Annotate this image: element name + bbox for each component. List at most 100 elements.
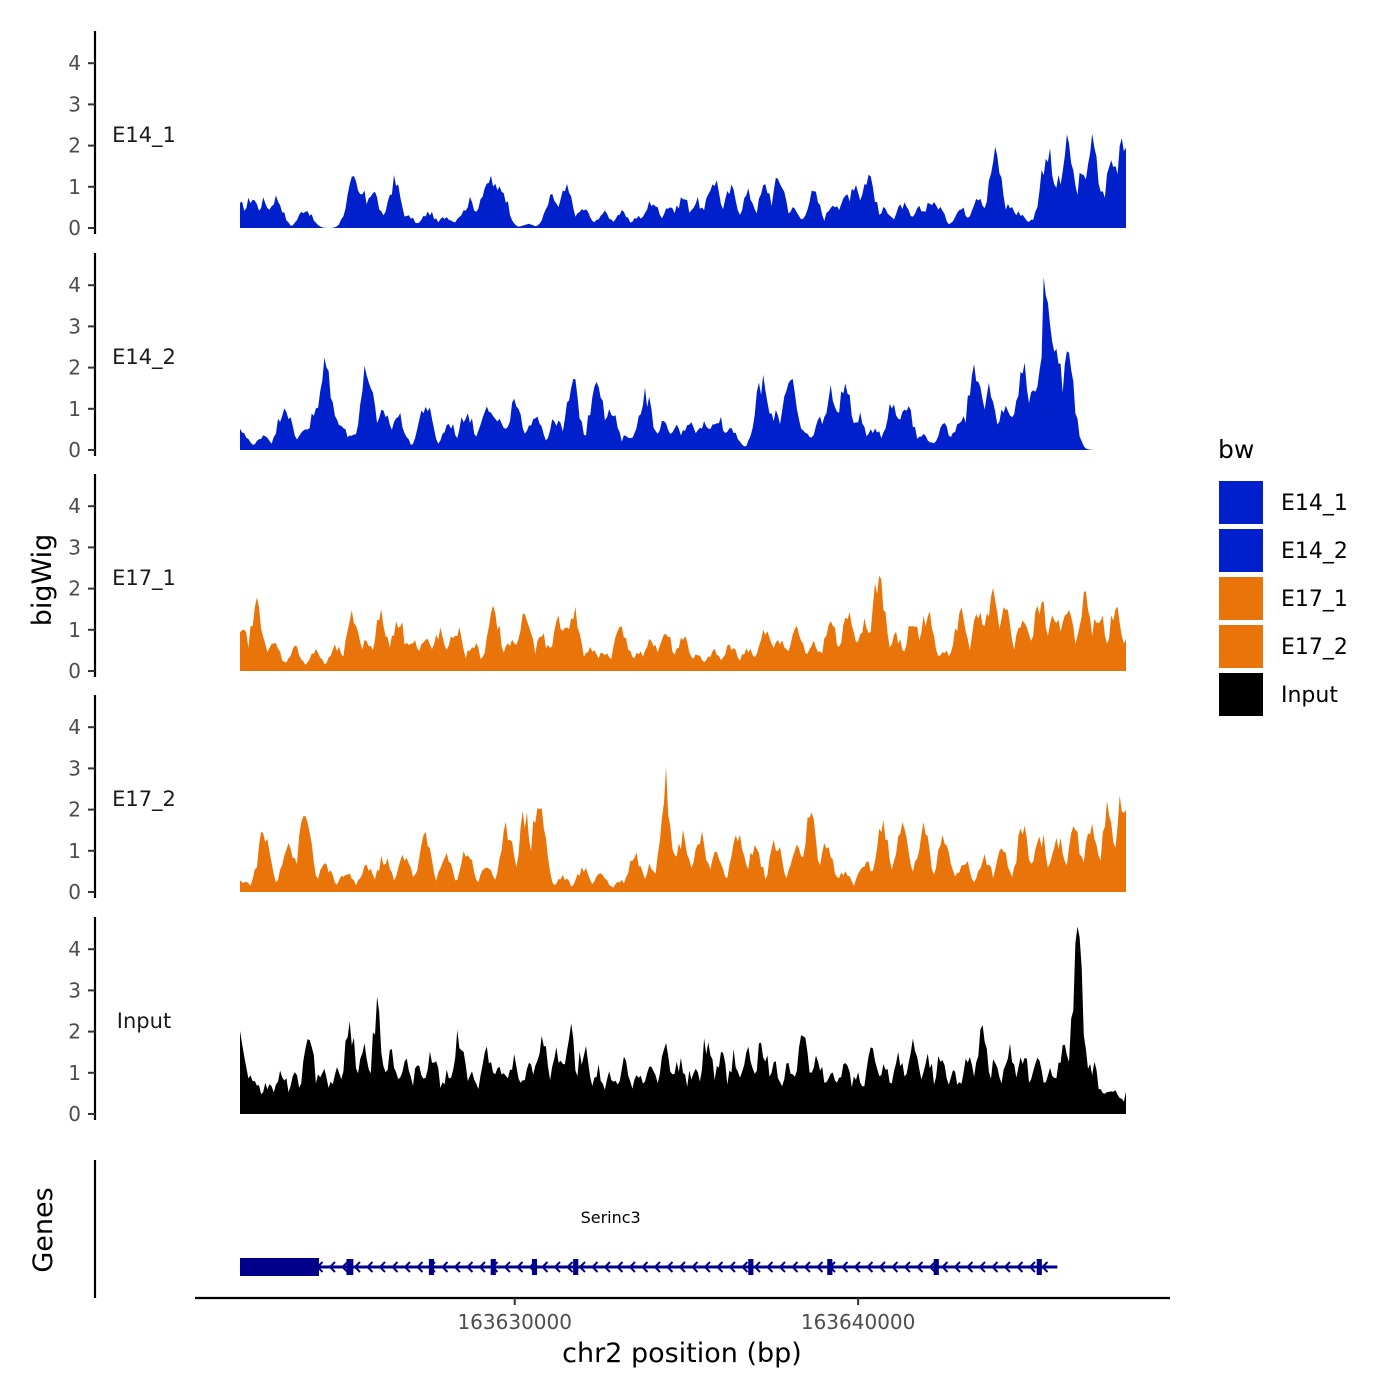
strand-arrow <box>378 1261 386 1273</box>
strand-arrow <box>953 1261 961 1273</box>
legend-label: E14_1 <box>1281 491 1348 516</box>
strand-arrow <box>416 1261 424 1273</box>
strand-arrow <box>541 1261 549 1273</box>
exon <box>827 1259 833 1275</box>
legend-entry: E14_2 <box>1219 529 1348 572</box>
exon <box>748 1259 754 1275</box>
y-tick-label: 1 <box>68 397 81 421</box>
y-tick-label: 0 <box>68 659 81 683</box>
strand-arrow <box>453 1261 461 1273</box>
track-label: Input <box>117 1009 171 1033</box>
strand-arrow <box>353 1261 361 1273</box>
track-label: E17_1 <box>112 566 176 591</box>
strand-arrow <box>916 1261 924 1273</box>
strand-arrow <box>578 1261 586 1273</box>
strand-arrow <box>891 1261 899 1273</box>
y-tick-label: 4 <box>68 273 81 297</box>
bigwig-tracks: 0 1 2 3 4 E14_1 0 1 2 3 4 E14_2 0 1 2 3 4 E17_1 0 1 2 3 4 E17_2… <box>68 31 1126 1126</box>
strand-arrow <box>966 1261 974 1273</box>
exon <box>531 1259 538 1275</box>
y-tick-label: 1 <box>68 175 81 199</box>
strand-arrow <box>728 1261 736 1273</box>
legend-label: E17_1 <box>1281 587 1348 612</box>
strand-arrow <box>503 1261 511 1273</box>
y-tick-label: 0 <box>68 438 81 462</box>
y-tick-label: 1 <box>68 1061 81 1085</box>
strand-arrow <box>991 1261 999 1273</box>
strand-arrow <box>653 1261 661 1273</box>
y-tick-label: 1 <box>68 839 81 863</box>
x-tick-label: 163630000 <box>457 1310 572 1334</box>
strand-arrow <box>591 1261 599 1273</box>
legend-swatch <box>1219 481 1263 524</box>
strand-arrow <box>366 1261 374 1273</box>
track-E14_1: 0 1 2 3 4 E14_1 <box>68 31 1126 240</box>
strand-arrow <box>716 1261 724 1273</box>
y-tick-label: 0 <box>68 216 81 240</box>
strand-arrow <box>1016 1261 1024 1273</box>
y-tick-label: 4 <box>68 494 81 518</box>
signal-area-E17_2 <box>240 766 1126 892</box>
y-tick-label: 2 <box>68 1020 81 1044</box>
strand-arrow <box>628 1261 636 1273</box>
strand-arrow <box>603 1261 611 1273</box>
strand-arrow <box>816 1261 824 1273</box>
strand-arrow <box>978 1261 986 1273</box>
exon <box>933 1259 939 1275</box>
legend-swatch <box>1219 625 1263 668</box>
strand-arrow <box>703 1261 711 1273</box>
strand-arrow <box>391 1261 399 1273</box>
strand-arrow <box>941 1261 949 1273</box>
gene-track: Genes Serinc3 <box>28 1160 1058 1298</box>
gene-Serinc3: Serinc3 <box>240 1208 1058 1276</box>
strand-arrow <box>741 1261 749 1273</box>
track-label: E14_2 <box>112 345 176 370</box>
legend: bw E14_1 E14_2 E17_1 E17_2 Input <box>1218 435 1348 716</box>
y-tick-label: 2 <box>68 356 81 380</box>
strand-arrow <box>516 1261 524 1273</box>
strand-arrow <box>878 1261 886 1273</box>
strand-arrow <box>478 1261 486 1273</box>
track-Input: 0 1 2 3 4 Input <box>68 917 1126 1126</box>
strand-arrow <box>566 1261 574 1273</box>
y-tick-label: 3 <box>68 756 81 780</box>
gene-track-label: Genes <box>28 1187 59 1272</box>
y-tick-label: 3 <box>68 314 81 338</box>
y-tick-label: 0 <box>68 880 81 904</box>
legend-label: E17_2 <box>1281 635 1348 660</box>
x-axis-title: chr2 position (bp) <box>562 1338 802 1369</box>
y-tick-label: 3 <box>68 92 81 116</box>
legend-swatch <box>1219 673 1263 716</box>
exon <box>428 1259 435 1275</box>
y-tick-label: 0 <box>68 1102 81 1126</box>
strand-arrow <box>778 1261 786 1273</box>
y-tick-label: 2 <box>68 798 81 822</box>
x-axis: chr2 position (bp) 163630000 163640000 <box>195 1296 1170 1369</box>
strand-arrow <box>466 1261 474 1273</box>
legend-swatch <box>1219 577 1263 620</box>
strand-arrow <box>803 1261 811 1273</box>
strand-arrow <box>678 1261 686 1273</box>
y-tick-label: 1 <box>68 618 81 642</box>
strand-arrow <box>841 1261 849 1273</box>
exon <box>346 1259 354 1275</box>
track-E17_1: 0 1 2 3 4 E17_1 <box>68 474 1126 683</box>
strand-arrow <box>441 1261 449 1273</box>
exon <box>490 1259 496 1275</box>
legend-entry: Input <box>1219 673 1338 716</box>
track-E14_2: 0 1 2 3 4 E14_2 <box>68 253 1126 462</box>
legend-title: bw <box>1218 435 1254 464</box>
legend-label: Input <box>1281 683 1338 708</box>
strand-arrow <box>641 1261 649 1273</box>
y-tick-label: 2 <box>68 134 81 158</box>
signal-area-E14_1 <box>240 133 1126 228</box>
strand-arrow <box>791 1261 799 1273</box>
track-E17_2: 0 1 2 3 4 E17_2 <box>68 695 1126 904</box>
y-tick-label: 3 <box>68 535 81 559</box>
track-label: E14_1 <box>112 123 176 148</box>
strand-arrow <box>753 1261 761 1273</box>
strand-arrow <box>553 1261 561 1273</box>
x-tick-label: 163640000 <box>801 1310 916 1334</box>
gene-name-label: Serinc3 <box>581 1208 641 1227</box>
